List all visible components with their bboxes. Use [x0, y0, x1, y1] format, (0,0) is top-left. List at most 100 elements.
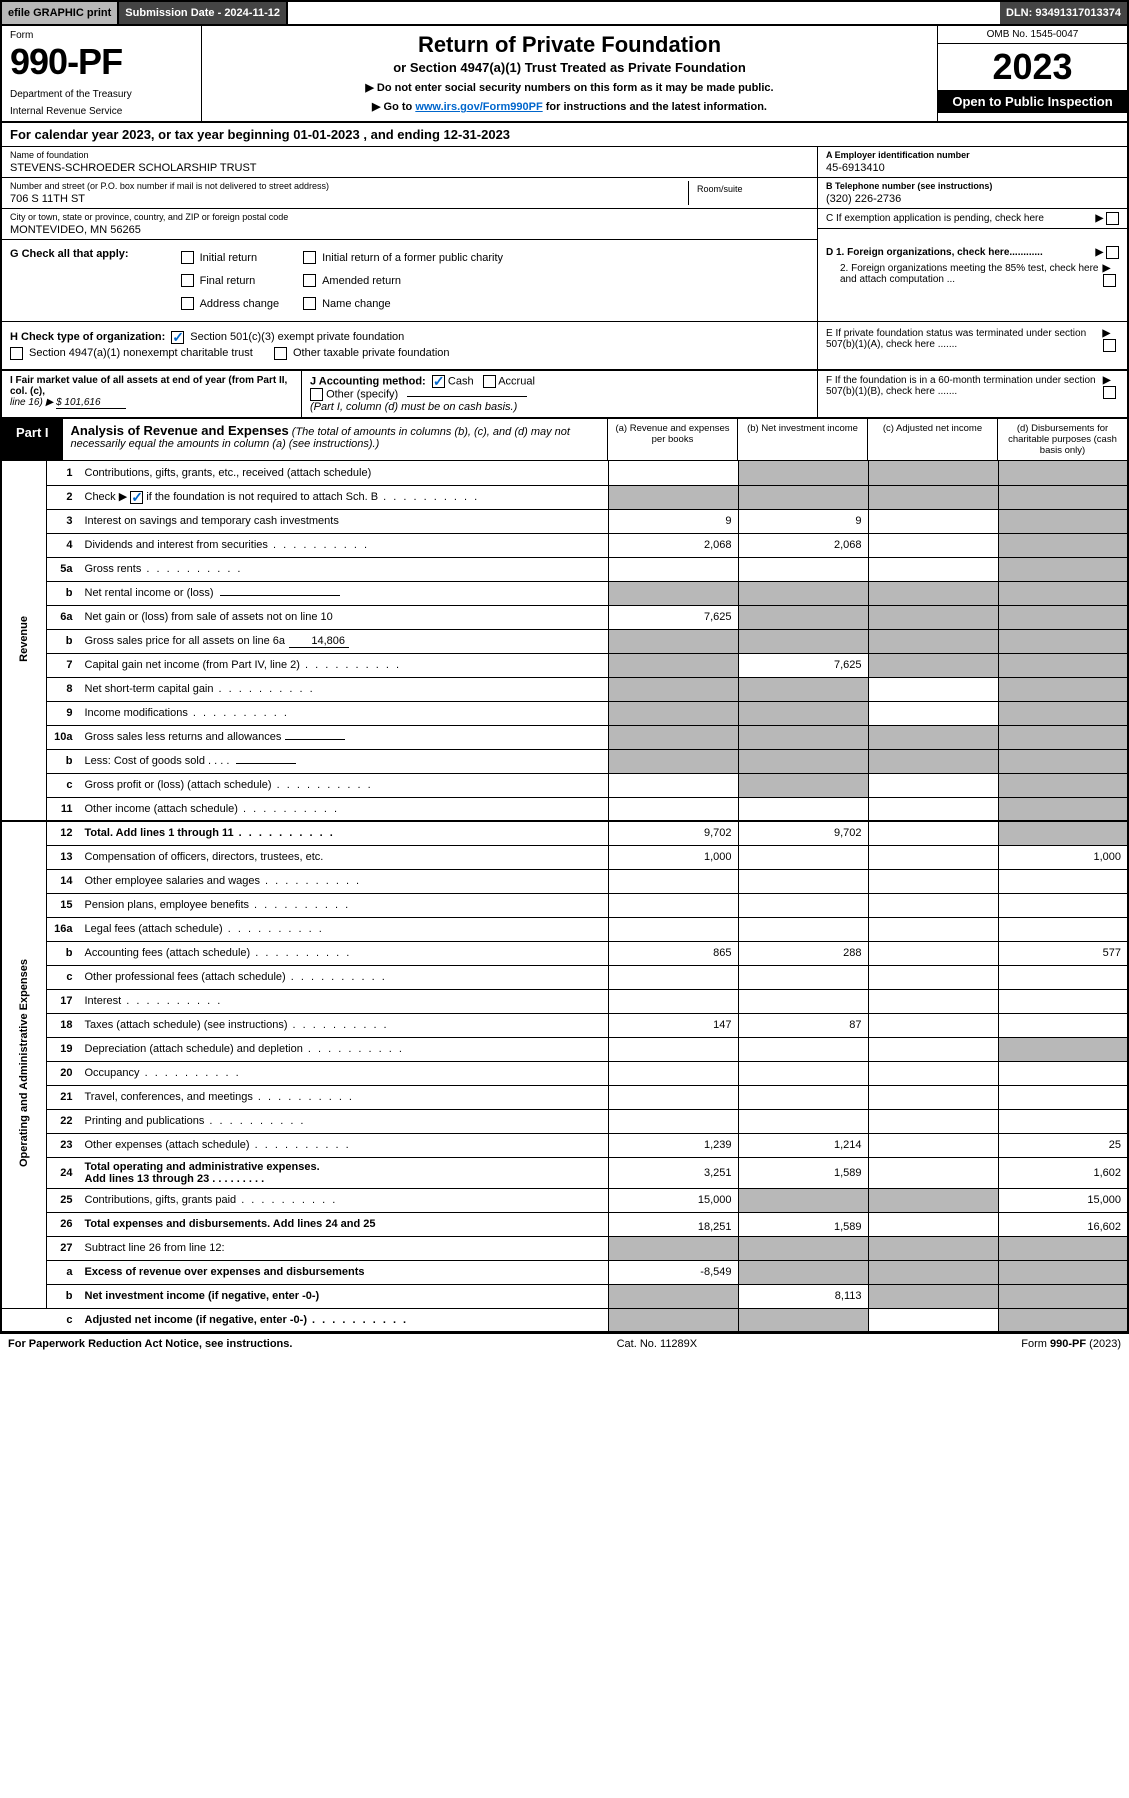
r20-desc: Occupancy: [81, 1061, 609, 1085]
r22-a: [608, 1109, 738, 1133]
r19-b: [738, 1037, 868, 1061]
r4-c: [868, 533, 998, 557]
r17-a: [608, 989, 738, 1013]
r15-num: 15: [47, 893, 81, 917]
r5a-num: 5a: [47, 557, 81, 581]
r11-d: [998, 797, 1128, 821]
chk-initial[interactable]: [181, 251, 194, 264]
row-16b: b Accounting fees (attach schedule) 865 …: [1, 941, 1128, 965]
ein-value: 45-6913410: [826, 162, 1119, 174]
r10c-desc: Gross profit or (loss) (attach schedule): [81, 773, 609, 797]
row-16a: 16a Legal fees (attach schedule): [1, 917, 1128, 941]
row-11: 11 Other income (attach schedule): [1, 797, 1128, 821]
g-label: G Check all that apply:: [10, 248, 129, 260]
form-header: Form 990-PF Department of the Treasury I…: [0, 26, 1129, 123]
r10c-b: [738, 773, 868, 797]
r19-c: [868, 1037, 998, 1061]
c-checkbox[interactable]: [1106, 212, 1119, 225]
tel-value: (320) 226-2736: [826, 193, 1119, 205]
r6a-num: 6a: [47, 605, 81, 629]
r16c-a: [608, 965, 738, 989]
chk-501c3[interactable]: [171, 331, 184, 344]
r9-a: [608, 701, 738, 725]
r10b-a: [608, 749, 738, 773]
row-21: 21 Travel, conferences, and meetings: [1, 1085, 1128, 1109]
r15-b: [738, 893, 868, 917]
r26-d: 16,602: [998, 1212, 1128, 1236]
r26-desc: Total expenses and disbursements. Add li…: [81, 1212, 609, 1236]
chk-accrual[interactable]: [483, 375, 496, 388]
city-state-zip: MONTEVIDEO, MN 56265: [10, 224, 809, 236]
opt-initial-former: Initial return of a former public charit…: [322, 252, 503, 264]
row-26: 26 Total expenses and disbursements. Add…: [1, 1212, 1128, 1236]
calyear-prefix: For calendar year 2023, or tax year begi…: [10, 127, 293, 142]
f-checkbox[interactable]: [1103, 386, 1116, 399]
city-row: City or town, state or province, country…: [2, 209, 817, 240]
r14-c: [868, 869, 998, 893]
opt-final: Final return: [200, 275, 256, 287]
r22-num: 22: [47, 1109, 81, 1133]
part1-header: Part I Analysis of Revenue and Expenses …: [0, 419, 1129, 461]
r15-c: [868, 893, 998, 917]
opt-4947: Section 4947(a)(1) nonexempt charitable …: [29, 347, 253, 359]
efile-badge[interactable]: efile GRAPHIC print: [2, 2, 119, 24]
r24-b: 1,589: [738, 1157, 868, 1188]
r17-d: [998, 989, 1128, 1013]
form-subtitle: or Section 4947(a)(1) Trust Treated as P…: [208, 60, 931, 75]
other-specify-field[interactable]: [407, 396, 527, 397]
r10a-subfield: [285, 739, 345, 740]
note2-pre: ▶ Go to: [372, 101, 415, 113]
r9-desc: Income modifications: [81, 701, 609, 725]
r2-post: if the foundation is not required to att…: [143, 491, 378, 503]
r27c-a: [608, 1308, 738, 1332]
chk-cash[interactable]: [432, 375, 445, 388]
r13-b: [738, 845, 868, 869]
r27c-num: c: [47, 1308, 81, 1332]
r23-a: 1,239: [608, 1133, 738, 1157]
r5a-d: [998, 557, 1128, 581]
irs-link[interactable]: www.irs.gov/Form990PF: [415, 101, 542, 113]
row-17: 17 Interest: [1, 989, 1128, 1013]
col-c-header: (c) Adjusted net income: [867, 419, 997, 460]
r7-b: 7,625: [738, 653, 868, 677]
r1-b: [738, 461, 868, 485]
chk-other-method[interactable]: [310, 388, 323, 401]
chk-final[interactable]: [181, 274, 194, 287]
calendar-year-row: For calendar year 2023, or tax year begi…: [0, 123, 1129, 147]
r21-desc: Travel, conferences, and meetings: [81, 1085, 609, 1109]
page-footer: For Paperwork Reduction Act Notice, see …: [0, 1333, 1129, 1354]
r18-d: [998, 1013, 1128, 1037]
r25-desc: Contributions, gifts, grants paid: [81, 1188, 609, 1212]
d1-checkbox[interactable]: [1106, 246, 1119, 259]
r8-a: [608, 677, 738, 701]
note-link: ▶ Go to www.irs.gov/Form990PF for instru…: [208, 100, 931, 113]
chk-sch-b[interactable]: [130, 491, 143, 504]
form-title: Return of Private Foundation: [208, 32, 931, 58]
r27a-c: [868, 1260, 998, 1284]
r24-a: 3,251: [608, 1157, 738, 1188]
r2-num: 2: [47, 485, 81, 509]
chk-initial-former[interactable]: [303, 251, 316, 264]
r8-d: [998, 677, 1128, 701]
r26-c: [868, 1212, 998, 1236]
g-options: Initial return Initial return of a forme…: [181, 248, 503, 313]
e-checkbox[interactable]: [1103, 339, 1116, 352]
address-row: Number and street (or P.O. box number if…: [2, 178, 817, 209]
r19-a: [608, 1037, 738, 1061]
chk-4947[interactable]: [10, 347, 23, 360]
chk-other-taxable[interactable]: [274, 347, 287, 360]
row-5a: 5a Gross rents: [1, 557, 1128, 581]
f-block: F If the foundation is in a 60-month ter…: [817, 371, 1127, 417]
chk-name-change[interactable]: [303, 297, 316, 310]
r16b-c: [868, 941, 998, 965]
row-24: 24 Total operating and administrative ex…: [1, 1157, 1128, 1188]
r10a-d: [998, 725, 1128, 749]
r14-desc: Other employee salaries and wages: [81, 869, 609, 893]
r2-b: [738, 485, 868, 509]
chk-amended[interactable]: [303, 274, 316, 287]
opt-addr-change: Address change: [200, 298, 280, 310]
telephone-row: B Telephone number (see instructions) (3…: [818, 178, 1127, 209]
d2-checkbox[interactable]: [1103, 274, 1116, 287]
r17-b: [738, 989, 868, 1013]
chk-addr-change[interactable]: [181, 297, 194, 310]
